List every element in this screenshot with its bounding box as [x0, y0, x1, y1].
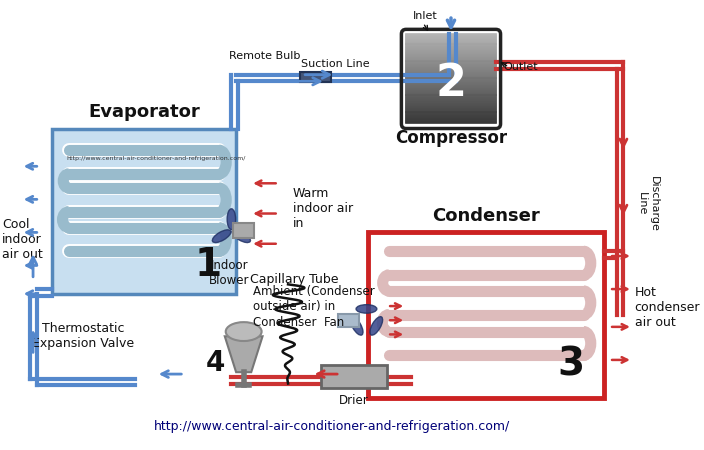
Polygon shape — [225, 336, 263, 372]
Ellipse shape — [232, 230, 251, 243]
Text: 1: 1 — [194, 247, 221, 284]
Text: Inlet: Inlet — [413, 11, 437, 21]
Text: Evaporator: Evaporator — [88, 103, 200, 121]
Text: Indoor
Blower: Indoor Blower — [209, 259, 250, 287]
Ellipse shape — [226, 322, 262, 341]
Text: http://www.central-air-conditioner-and-refrigeration.com/: http://www.central-air-conditioner-and-r… — [66, 156, 246, 161]
Ellipse shape — [370, 317, 383, 335]
Text: Cool
indoor
air out: Cool indoor air out — [2, 218, 43, 261]
Ellipse shape — [213, 230, 231, 243]
Text: Condenser: Condenser — [432, 207, 540, 225]
Text: 4: 4 — [206, 349, 225, 377]
Bar — [321, 364, 387, 388]
FancyBboxPatch shape — [52, 129, 236, 294]
Text: Outlet: Outlet — [503, 62, 538, 72]
Text: Remote Bulb: Remote Bulb — [229, 50, 300, 60]
Text: Thermostatic
Expansion Valve: Thermostatic Expansion Valve — [32, 322, 134, 350]
Text: 2: 2 — [436, 62, 467, 105]
FancyBboxPatch shape — [368, 232, 605, 398]
Bar — [301, 72, 331, 82]
Ellipse shape — [351, 317, 363, 335]
Text: 3: 3 — [558, 346, 585, 384]
Bar — [233, 223, 254, 238]
Bar — [338, 314, 359, 327]
Text: Suction Line: Suction Line — [301, 59, 370, 69]
Text: Condenser  Fan: Condenser Fan — [253, 315, 344, 328]
Text: Warm
indoor air
in: Warm indoor air in — [293, 187, 353, 230]
Text: Ambient (Condenser
outside air) in: Ambient (Condenser outside air) in — [253, 284, 375, 312]
Text: Compressor: Compressor — [395, 129, 507, 147]
Text: Capillary Tube: Capillary Tube — [251, 273, 339, 286]
Ellipse shape — [356, 305, 377, 313]
Text: Discharge
Line: Discharge Line — [637, 176, 659, 232]
Text: Hot
condenser
air out: Hot condenser air out — [635, 287, 700, 329]
Text: http://www.central-air-conditioner-and-refrigeration.com/: http://www.central-air-conditioner-and-r… — [154, 419, 510, 432]
Ellipse shape — [227, 209, 236, 230]
Text: Drier: Drier — [339, 394, 369, 407]
